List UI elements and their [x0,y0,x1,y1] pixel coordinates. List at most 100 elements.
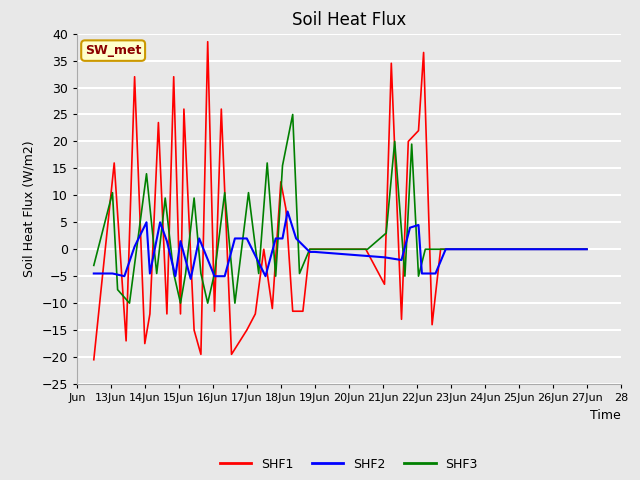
SHF2 [418,271,426,276]
SHF1 [204,39,212,45]
SHF1 [397,316,405,322]
SHF3 [255,271,262,276]
SHF1 [306,246,314,252]
SHF2 [131,244,138,250]
SHF1 [447,246,454,252]
SHF2 [231,236,239,241]
SHF1 [90,357,98,362]
SHF1 [131,74,138,80]
SHF1 [228,351,236,357]
SHF2 [146,271,154,276]
SHF3 [114,287,122,292]
SHF2 [211,273,218,279]
SHF3 [264,160,271,166]
SHF3 [177,300,184,306]
SHF2 [262,273,269,279]
SHF2 [292,236,300,241]
SHF1 [197,351,205,357]
SHF1 [268,306,276,312]
SHF3 [170,271,177,276]
SHF1 [122,338,130,344]
SHF2 [415,222,422,228]
SHF3 [161,195,169,201]
SHF2 [143,219,150,225]
X-axis label: Time: Time [590,408,621,421]
SHF1 [211,308,218,314]
SHF1 [141,341,148,347]
SHF2 [120,273,128,279]
SHF1 [387,60,395,66]
SHF2 [243,236,251,241]
SHF2 [397,257,405,263]
SHF2 [284,209,291,215]
SHF3 [382,230,390,236]
SHF3 [391,139,399,144]
SHF3 [143,171,150,177]
SHF3 [182,271,189,276]
SHF2 [381,254,388,260]
SHF1 [321,246,329,252]
Title: Soil Heat Flux: Soil Heat Flux [292,11,406,29]
SHF2 [109,271,116,276]
SHF1 [146,311,154,317]
SHF3 [190,195,198,201]
SHF1 [163,311,171,317]
SHF3 [296,271,303,276]
SHF1 [404,139,412,144]
SHF1 [180,106,188,112]
SHF1 [252,311,259,317]
SHF3 [153,271,161,276]
SHF3 [90,263,98,268]
SHF2 [172,273,179,279]
SHF1 [299,308,307,314]
SHF1 [583,246,591,252]
SHF1 [243,327,251,333]
SHF3 [447,246,454,252]
SHF3 [431,246,439,252]
SHF2 [187,276,195,282]
SHF3 [204,300,212,306]
Line: SHF1: SHF1 [94,42,587,360]
SHF3 [231,300,239,306]
SHF2 [221,273,228,279]
SHF1 [362,246,370,252]
SHF3 [289,111,296,117]
SHF3 [422,246,429,252]
Legend: SHF1, SHF2, SHF3: SHF1, SHF2, SHF3 [214,453,483,476]
SHF3 [415,273,422,279]
SHF1 [289,308,296,314]
SHF2 [406,225,414,230]
SHF1 [436,246,444,252]
SHF3 [244,190,252,195]
SHF2 [447,246,454,252]
SHF3 [278,163,286,168]
SHF1 [277,179,285,185]
SHF1 [282,206,290,212]
SHF2 [442,246,449,252]
SHF2 [195,236,203,241]
Text: SW_met: SW_met [85,44,141,57]
SHF1 [170,74,177,80]
SHF3 [401,273,409,279]
SHF2 [90,271,98,276]
SHF3 [197,271,205,276]
SHF1 [428,322,436,327]
SHF3 [408,141,415,147]
SHF2 [272,236,280,241]
SHF1 [190,327,198,333]
SHF2 [163,238,171,244]
SHF3 [583,246,591,252]
SHF1 [381,281,388,287]
SHF2 [278,236,286,241]
SHF1 [311,246,319,252]
SHF1 [260,246,268,252]
SHF2 [431,271,439,276]
SHF3 [211,271,218,276]
SHF1 [177,311,184,317]
Line: SHF2: SHF2 [94,212,587,279]
SHF3 [364,246,371,252]
SHF3 [109,190,116,195]
SHF2 [311,249,319,255]
SHF3 [221,190,228,195]
SHF3 [272,273,280,279]
